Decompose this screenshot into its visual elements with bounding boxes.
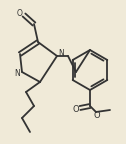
Text: N: N (58, 50, 64, 58)
Text: N: N (14, 69, 20, 77)
Text: O: O (17, 8, 23, 18)
Text: O: O (73, 106, 79, 114)
Text: O: O (94, 111, 100, 121)
